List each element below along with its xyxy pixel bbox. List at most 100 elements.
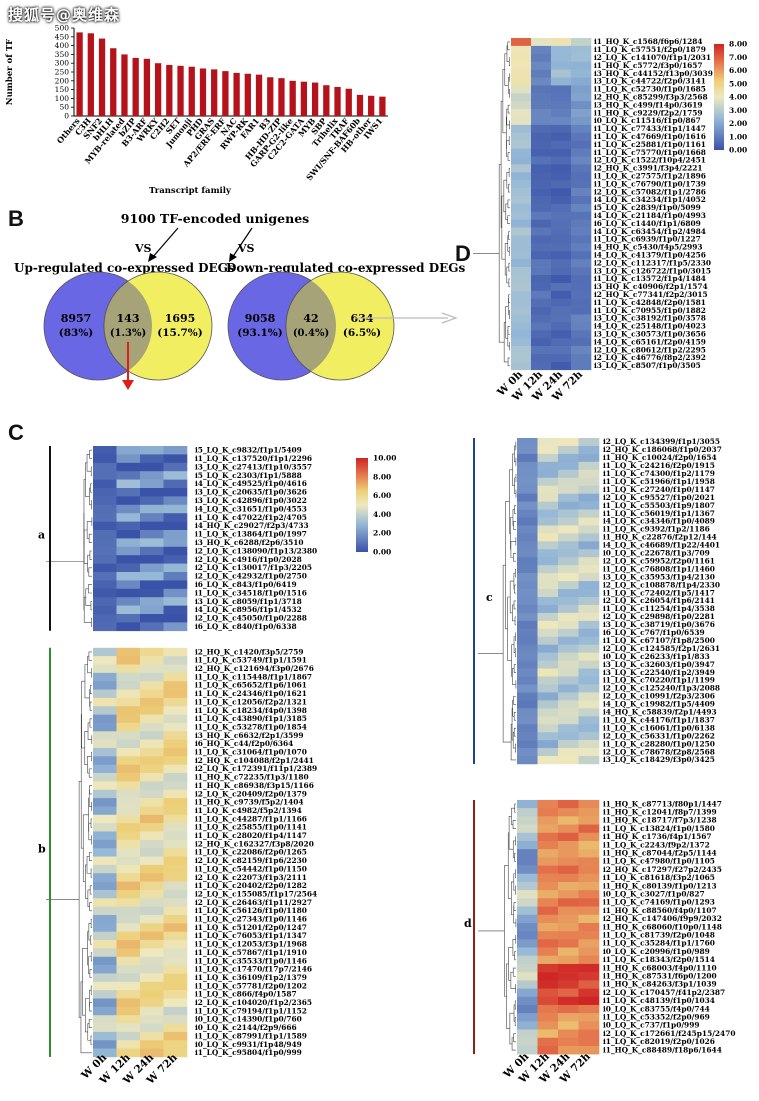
row-label: i2_LQ_K_c78678/f2p8/2568	[603, 747, 715, 756]
heatmap-cell	[140, 706, 164, 715]
heatmap-cell	[517, 652, 538, 661]
heatmap-cell	[558, 716, 579, 725]
heatmap-cell	[140, 454, 164, 464]
heatmap-cell	[571, 148, 592, 157]
heatmap-cell	[578, 589, 600, 598]
row-label: i2_LQ_K_c82159/f1p6/2230	[195, 856, 307, 865]
dendrogram-branch	[90, 1035, 92, 1045]
heatmap-cell	[163, 965, 188, 974]
heatmap-cell	[531, 275, 552, 284]
heatmap-cell	[140, 990, 164, 999]
bar	[76, 32, 83, 116]
dendrogram-branch	[512, 509, 515, 526]
heatmap-cell	[558, 914, 579, 924]
heatmap-cell	[551, 251, 572, 260]
heatmap-cell	[551, 203, 572, 213]
heatmap-cell	[163, 798, 188, 807]
dendrogram-branch	[90, 868, 92, 878]
heatmap-cell	[578, 716, 600, 725]
heatmap-cell	[537, 873, 559, 883]
row-label: i4_LQ_K_c41379/f1p0/4256	[594, 250, 706, 259]
heatmap-cell	[511, 275, 532, 284]
dendrogram-branch	[84, 731, 89, 765]
row-label: i2_LQ_K_c59952/f2p0/1161	[603, 556, 715, 565]
heatmap-cell	[558, 1029, 579, 1039]
heatmap-cell	[551, 164, 572, 173]
dendrogram-branch	[500, 100, 503, 228]
heatmap-cell	[140, 881, 164, 891]
heatmap-cell	[537, 573, 559, 582]
watermark-text: 搜狐号@奥维森	[8, 6, 121, 24]
bar	[199, 68, 207, 116]
heatmap-cell	[558, 453, 579, 463]
heatmap-cell	[551, 298, 572, 307]
row-label: i1_LQ_K_c24216/f2p0/1915	[603, 461, 715, 470]
heatmap-cell	[163, 588, 188, 598]
row-label: i2_LQ_K_c170457/f41p2/2387	[603, 988, 725, 997]
row-label: i1_LQ_K_c9392/f1p2/1186	[603, 525, 710, 534]
venn-right-overlap	[285, 272, 336, 380]
heatmap-cell	[517, 493, 538, 502]
heatmap-cell	[537, 597, 559, 606]
heatmap-cell	[517, 1013, 538, 1022]
dendrogram-branch	[90, 818, 92, 828]
row-label: i5_LQ_K_c2839/f1p0/5099	[594, 203, 701, 212]
heatmap-cell	[93, 1031, 117, 1041]
row-label: i1_LQ_K_c44287/f1p1/1166	[195, 814, 307, 823]
heatmap-cell	[511, 346, 532, 355]
heatmap-cell	[511, 361, 532, 371]
heatmap-cell	[116, 521, 141, 531]
heatmap-cell	[163, 555, 188, 564]
heatmap-cell	[116, 781, 141, 791]
heatmap-cell	[571, 196, 592, 205]
dendrogram-branch	[514, 951, 516, 961]
row-label: i3_HQ_K_c499/f14p0/3619	[594, 100, 703, 109]
heatmap-cell	[116, 563, 141, 573]
heatmap-cell	[537, 840, 559, 850]
color-scale-tick: 8.00	[373, 472, 391, 481]
row-label: i0_LQ_K_c22678/f1p3/709	[603, 549, 710, 558]
heatmap-cell	[116, 614, 141, 623]
dendrogram-branch	[509, 469, 513, 534]
row-label: i1_LQ_K_c51201/f2p0/1247	[195, 923, 307, 932]
heatmap-cell	[537, 824, 559, 834]
heatmap-cell	[558, 628, 579, 638]
heatmap-cell	[578, 914, 600, 924]
heatmap-cell	[140, 504, 164, 514]
heatmap-cell	[517, 972, 538, 981]
heatmap-cell	[571, 211, 592, 220]
dendrogram-branch	[89, 487, 92, 506]
heatmap-cell	[517, 716, 538, 725]
dendrogram-branch	[86, 521, 92, 539]
heatmap-cell	[116, 689, 141, 699]
row-label: i2_LQ_K_c4916/f1p0/2028	[195, 555, 302, 564]
heatmap-cell	[578, 438, 600, 447]
heatmap-cell	[558, 840, 579, 850]
dendrogram-branch	[508, 136, 510, 145]
dendrogram-branch	[506, 266, 509, 284]
heatmap-cell	[93, 454, 117, 464]
venn-left-b-pct: (15.7%)	[157, 327, 203, 339]
row-label: i1_LQ_K_c95804/f1p0/999	[195, 1048, 302, 1057]
heatmap-cell	[531, 124, 552, 134]
heatmap-cell	[116, 998, 141, 1008]
dendrogram-branch	[514, 505, 516, 514]
heatmap-cell	[116, 471, 141, 480]
venn-vs-right: VS	[237, 242, 255, 255]
heatmap-cell	[93, 697, 117, 707]
dendrogram-branch	[90, 466, 92, 476]
dendrogram-branch	[82, 814, 89, 882]
y-tick-label: 350	[55, 50, 70, 59]
row-label: i1_HQ_K_c9739/f5p2/1404	[195, 798, 304, 807]
heatmap-cell	[571, 203, 592, 213]
heatmap-cell	[517, 1045, 538, 1055]
heatmap-cell	[531, 314, 552, 323]
row-label: i1_HQ_K_c68060/f10p0/1148	[603, 922, 722, 931]
panel-label-b: B	[8, 206, 24, 231]
heatmap-cell	[558, 972, 579, 981]
heatmap-cell	[511, 219, 532, 228]
heatmap-cell	[558, 493, 579, 502]
bar-chart-tf-families: 050100150200250300350400450500OthersC3HS…	[5, 24, 388, 196]
heatmap-cell	[531, 243, 552, 252]
heatmap-cell	[531, 148, 552, 157]
